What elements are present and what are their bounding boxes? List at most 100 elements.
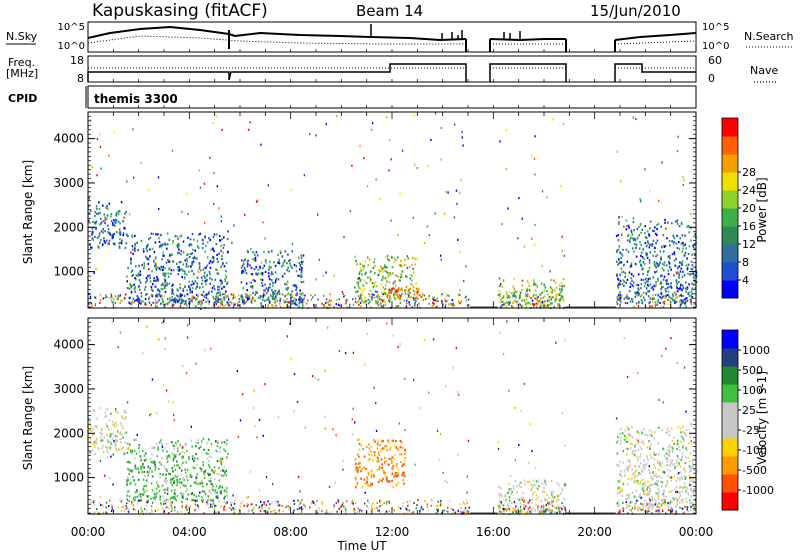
echo-cell [155,481,158,484]
echo-cell [129,461,131,464]
echo-cell [202,485,204,488]
echo-cell [502,508,504,510]
echo-cell [616,249,619,252]
echo-cell [548,501,551,504]
echo-cell [669,500,672,503]
echo-cell [278,502,280,505]
echo-cell [538,484,540,488]
echo-cell [639,502,642,505]
echo-cell [656,263,659,266]
echo-cell [144,301,146,305]
echo-cell [207,438,210,441]
echo-cell [521,289,523,292]
echo-cell [501,506,504,509]
echo-cell [96,508,98,510]
echo-cell [114,421,117,424]
echo-cell [509,499,511,502]
echo-cell [547,502,549,505]
echo-cell [162,265,164,269]
echo-cell [110,293,112,296]
echo-cell [463,279,465,283]
echo-cell [670,305,673,308]
echo-cell [93,296,96,299]
echo-cell [247,263,249,266]
echo-cell [686,257,688,260]
echo-cell [156,266,159,269]
echo-cell [256,272,258,275]
echo-cell [667,502,669,505]
echo-cell [616,463,618,466]
echo-cell [301,508,303,511]
echo-cell [667,454,670,457]
echo-cell [119,499,121,502]
echo-cell [696,470,698,473]
echo-cell [634,445,636,448]
echo-cell [626,295,629,299]
echo-cell [625,440,628,443]
echo-cell [661,476,663,479]
echo-cell [679,261,681,264]
echo-cell [187,505,189,507]
echo-cell [643,464,645,467]
echo-cell [195,463,198,466]
echo-cell [671,446,674,449]
echo-cell [105,206,107,209]
echo-cell [128,469,131,472]
echo-cell [532,279,535,282]
echo-cell [147,274,149,277]
echo-cell [173,454,176,457]
echo-cell [678,496,681,499]
echo-cell [154,498,156,501]
echo-cell [681,490,683,493]
echo-cell [186,253,188,257]
echo-cell [358,287,361,290]
echo-cell [690,470,692,473]
echo-cell [646,456,648,459]
echo-cell [148,472,150,475]
echo-cell [381,466,383,470]
echo-cell [642,291,645,294]
echo-cell [418,302,420,305]
echo-cell [401,289,403,292]
echo-cell [120,509,122,512]
echo-cell [516,300,519,303]
echo-cell [654,453,657,456]
echo-cell [445,294,448,297]
echo-cell [648,234,651,237]
echo-cell [640,496,642,499]
echo-cell [98,246,100,249]
freq-tick-bottom: 8 [77,72,84,85]
echo-cell [396,475,399,478]
echo-cell [179,235,182,238]
echo-cell [682,295,684,297]
x-tick-label: 00:00 [679,525,714,539]
echo-cell [517,237,519,240]
echo-cell [378,509,380,512]
echo-cell [671,293,674,296]
echo-cell [391,287,393,290]
echo-cell [356,453,359,456]
echo-cell [679,286,681,289]
echo-cell [411,283,413,287]
echo-cell [241,393,244,396]
echo-cell [627,468,629,471]
echo-cell [242,262,245,266]
echo-cell [383,471,385,474]
echo-cell [680,242,683,245]
echo-cell [185,302,187,305]
echo-cell [684,456,687,459]
echo-cell [500,301,503,304]
echo-cell [546,290,548,293]
echo-cell [621,254,624,257]
echo-cell [505,305,507,308]
echo-cell [556,482,559,485]
echo-cell [689,436,692,439]
echo-cell [398,286,400,290]
echo-cell [561,287,563,290]
echo-cell [258,418,261,421]
echo-cell [93,504,96,507]
echo-cell [136,502,139,505]
echo-cell [234,508,236,511]
echo-cell [95,268,97,271]
echo-cell [99,406,102,410]
